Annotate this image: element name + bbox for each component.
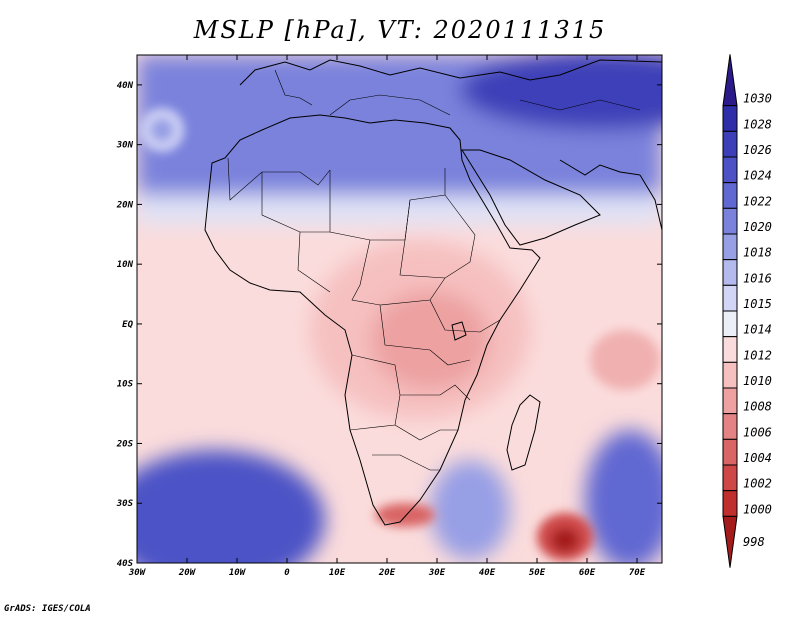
lon-tick-label: 0 <box>284 568 290 578</box>
lat-tick-label: 10S <box>117 380 134 390</box>
colorbar-swatch <box>722 284 738 312</box>
persian-gulf <box>559 159 641 176</box>
colorbar-level-label: 1022 <box>743 194 772 208</box>
lat-tick-label: 30S <box>116 499 134 509</box>
lon-tick-label: 70E <box>629 568 646 578</box>
colorbar-swatch <box>722 310 738 338</box>
colorbar-level-label: 1000 <box>743 502 772 516</box>
colorbar-swatch <box>722 233 738 261</box>
colorbar-level-label: 1008 <box>743 400 772 414</box>
colorbar-level-label: 1004 <box>743 451 772 465</box>
coastlines <box>204 59 662 526</box>
lon-tick-label: 20W <box>178 568 197 578</box>
lon-tick-label: 10E <box>329 568 346 578</box>
colorbar-swatch <box>722 336 738 363</box>
field-south-atlantic-high <box>137 450 325 563</box>
colorbar-bottom-arrow <box>722 515 738 568</box>
colorbar-level-label: 1020 <box>743 220 772 234</box>
colorbar-swatch <box>722 105 738 132</box>
africa-coastline <box>204 114 541 526</box>
field-north-east-high <box>460 55 662 130</box>
lat-tick-label: 20S <box>116 439 134 449</box>
india-coastline <box>639 174 662 231</box>
field-east-low <box>590 330 660 390</box>
lat-tick-label: 40N <box>117 81 134 91</box>
field-indian-low-core <box>551 528 579 552</box>
colorbar-level-label: 1026 <box>743 143 772 157</box>
colorbar-swatch <box>722 413 738 440</box>
colorbar-level-label: 1014 <box>743 323 772 337</box>
colorbar-level-label: 1012 <box>743 348 772 362</box>
colorbar-swatch <box>722 387 738 415</box>
lon-tick-label: 10W <box>229 568 247 578</box>
lon-tick-label: 40E <box>479 568 496 578</box>
colorbar-swatch <box>722 438 738 466</box>
colorbar-level-label: 1030 <box>743 92 772 106</box>
colorbar-level-label: 1028 <box>743 117 772 131</box>
colorbar-top-arrow <box>722 54 738 107</box>
colorbar-swatch <box>722 259 738 286</box>
field-transition-band <box>137 195 662 225</box>
colorbar-swatch <box>722 464 738 492</box>
colorbar-swatch <box>722 156 738 184</box>
field-atlantic-cell-core <box>150 118 174 142</box>
colorbar-level-label: 1018 <box>743 246 772 260</box>
field-central-core <box>370 290 490 390</box>
colorbar-swatch <box>722 207 738 235</box>
grads-credit: GrADS: IGES/COLA <box>4 604 91 614</box>
lon-tick-label: 30W <box>128 568 147 578</box>
colorbar-level-label: 1024 <box>743 169 772 183</box>
lon-tick-label: 30E <box>428 568 446 578</box>
lat-tick-label: EQ <box>122 320 133 330</box>
field-south-ocean-ridge <box>430 460 510 560</box>
axis-ticks: 30W 20W 10W 0 10E 20E 30E 40E 50E 60E 70E 40N 30N 20N… <box>116 55 662 578</box>
colorbar-level-label: 998 <box>743 535 765 549</box>
colorbar-swatch <box>722 130 738 158</box>
colorbar-swatch <box>722 490 738 517</box>
colorbar-level-label: 1002 <box>743 477 772 491</box>
chart-title: MSLP [hPa], VT: 2020111315 <box>193 16 607 44</box>
colorbar-swatch <box>722 361 738 389</box>
field-indian-high <box>585 430 662 563</box>
lat-tick-label: 10N <box>117 260 134 270</box>
lon-tick-label: 20E <box>378 568 396 578</box>
lat-tick-label: 20N <box>116 200 134 210</box>
lon-tick-label: 60E <box>579 568 596 578</box>
colorbar-swatch <box>722 182 738 209</box>
field-cape-low <box>375 503 435 527</box>
colorbar-level-label: 1016 <box>743 271 772 285</box>
madagascar-coastline <box>506 394 541 471</box>
colorbar-level-label: 1015 <box>743 297 772 311</box>
pressure-field <box>137 55 662 563</box>
europe-coastline <box>239 59 662 86</box>
borders <box>227 69 641 471</box>
lake-victoria <box>451 321 467 341</box>
lat-tick-label: 30N <box>116 141 134 151</box>
colorbar: 1030 1028 1026 1024 1022 1020 1018 1016 1015 1014… <box>722 54 772 568</box>
map-frame <box>136 54 663 564</box>
arabia-coastline <box>461 149 601 246</box>
colorbar-level-label: 1006 <box>743 425 772 439</box>
lat-tick-label: 40S <box>117 559 134 569</box>
colorbar-level-label: 1010 <box>743 374 772 388</box>
lon-tick-label: 50E <box>529 568 546 578</box>
